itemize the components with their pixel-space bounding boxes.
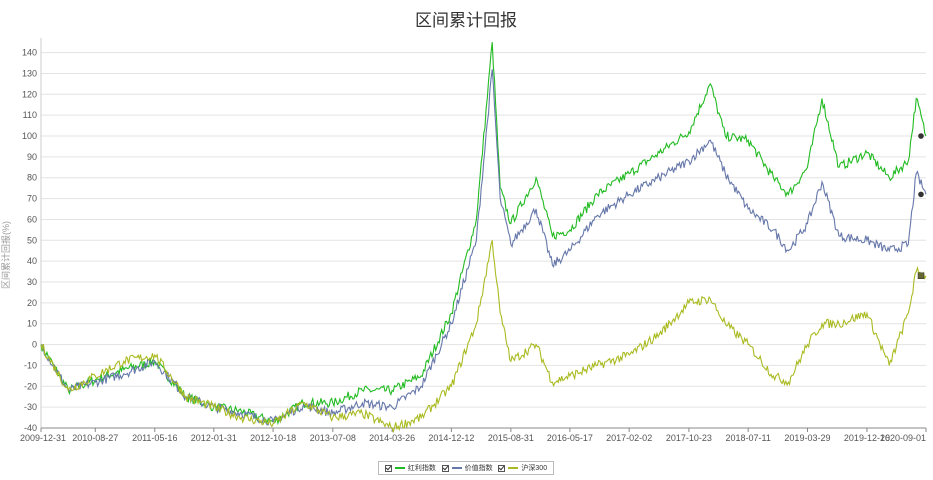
legend-line-1 <box>394 467 405 469</box>
legend-label-3: 沪深300 <box>521 465 548 472</box>
legend-item-1[interactable]: 红利指数 <box>384 463 436 473</box>
y-tick-label: 100 <box>22 131 37 141</box>
x-tick-label: 2015-08-31 <box>488 433 534 443</box>
y-tick-label: 70 <box>27 194 37 204</box>
y-tick-label: 30 <box>27 277 37 287</box>
y-tick-label: 40 <box>27 256 37 266</box>
y-tick-label: 110 <box>23 110 37 120</box>
y-tick-label: -40 <box>24 423 37 433</box>
x-tick-label: 2018-07-11 <box>725 433 770 443</box>
checkbox-icon[interactable] <box>441 464 449 472</box>
y-tick-label: 80 <box>27 173 37 183</box>
x-tick-label: 2020-09-01 <box>880 433 926 443</box>
x-tick-label: 2010-08-27 <box>72 433 118 443</box>
series-line-3 <box>40 240 927 434</box>
y-tick-label: 0 <box>32 340 37 350</box>
y-tick-label: 120 <box>22 89 37 99</box>
legend: 红利指数 价值指数 沪深300 <box>378 461 554 475</box>
y-tick-label: -30 <box>24 402 37 412</box>
y-tick-label: 10 <box>27 319 37 329</box>
y-axis: -40 -30 -20 -10 0 10 20 30 40 50 60 70 80 90 100 110 120… <box>22 38 42 433</box>
x-tick-label: 2012-01-31 <box>191 433 237 443</box>
chart-title: 区间累计回报 <box>415 11 517 30</box>
checkbox-icon[interactable] <box>498 464 506 472</box>
series-end-marker-3 <box>917 272 925 280</box>
grid-lines <box>41 52 926 429</box>
x-tick-label: 2009-12-31 <box>20 433 66 443</box>
x-tick-label: 2019-12-16 <box>844 433 890 443</box>
y-tick-label: -20 <box>24 381 37 391</box>
y-tick-label: -10 <box>24 360 37 370</box>
legend-line-2 <box>451 467 462 469</box>
legend-line-3 <box>508 467 519 469</box>
series-layer <box>40 42 927 434</box>
x-tick-label: 2012-10-18 <box>250 433 296 443</box>
y-tick-label: 140 <box>22 48 37 58</box>
series-line-1 <box>40 42 927 426</box>
legend-label-2: 价值指数 <box>464 465 493 472</box>
x-tick-label: 2017-02-02 <box>606 433 652 443</box>
legend-item-2[interactable]: 价值指数 <box>441 463 493 473</box>
x-tick-label: 2013-07-08 <box>310 433 356 443</box>
x-tick-label: 2017-10-23 <box>666 433 712 443</box>
series-line-2 <box>40 69 927 426</box>
x-tick-label: 2011-05-16 <box>132 433 177 443</box>
legend-label-1: 红利指数 <box>407 465 436 472</box>
series-end-marker-2 <box>918 191 924 198</box>
y-tick-label: 50 <box>27 235 37 245</box>
x-tick-label: 2014-03-26 <box>369 433 415 443</box>
x-tick-label: 2019-03-29 <box>784 433 830 443</box>
legend-item-3[interactable]: 沪深300 <box>498 463 547 473</box>
x-axis: 2009-12-31 2010-08-27 2011-05-16 2012-01-31… <box>20 427 927 443</box>
y-tick-label: 60 <box>27 214 37 224</box>
series-end-marker-1 <box>918 133 924 139</box>
x-tick-label: 2016-05-17 <box>547 433 593 443</box>
checkbox-icon[interactable] <box>384 464 392 472</box>
y-tick-label: 130 <box>22 68 37 78</box>
y-tick-label: 90 <box>27 152 37 162</box>
y-axis-label: 区间累计回报(%) <box>0 221 11 289</box>
x-tick-label: 2014-12-12 <box>428 433 474 443</box>
y-tick-label: 20 <box>27 298 37 308</box>
